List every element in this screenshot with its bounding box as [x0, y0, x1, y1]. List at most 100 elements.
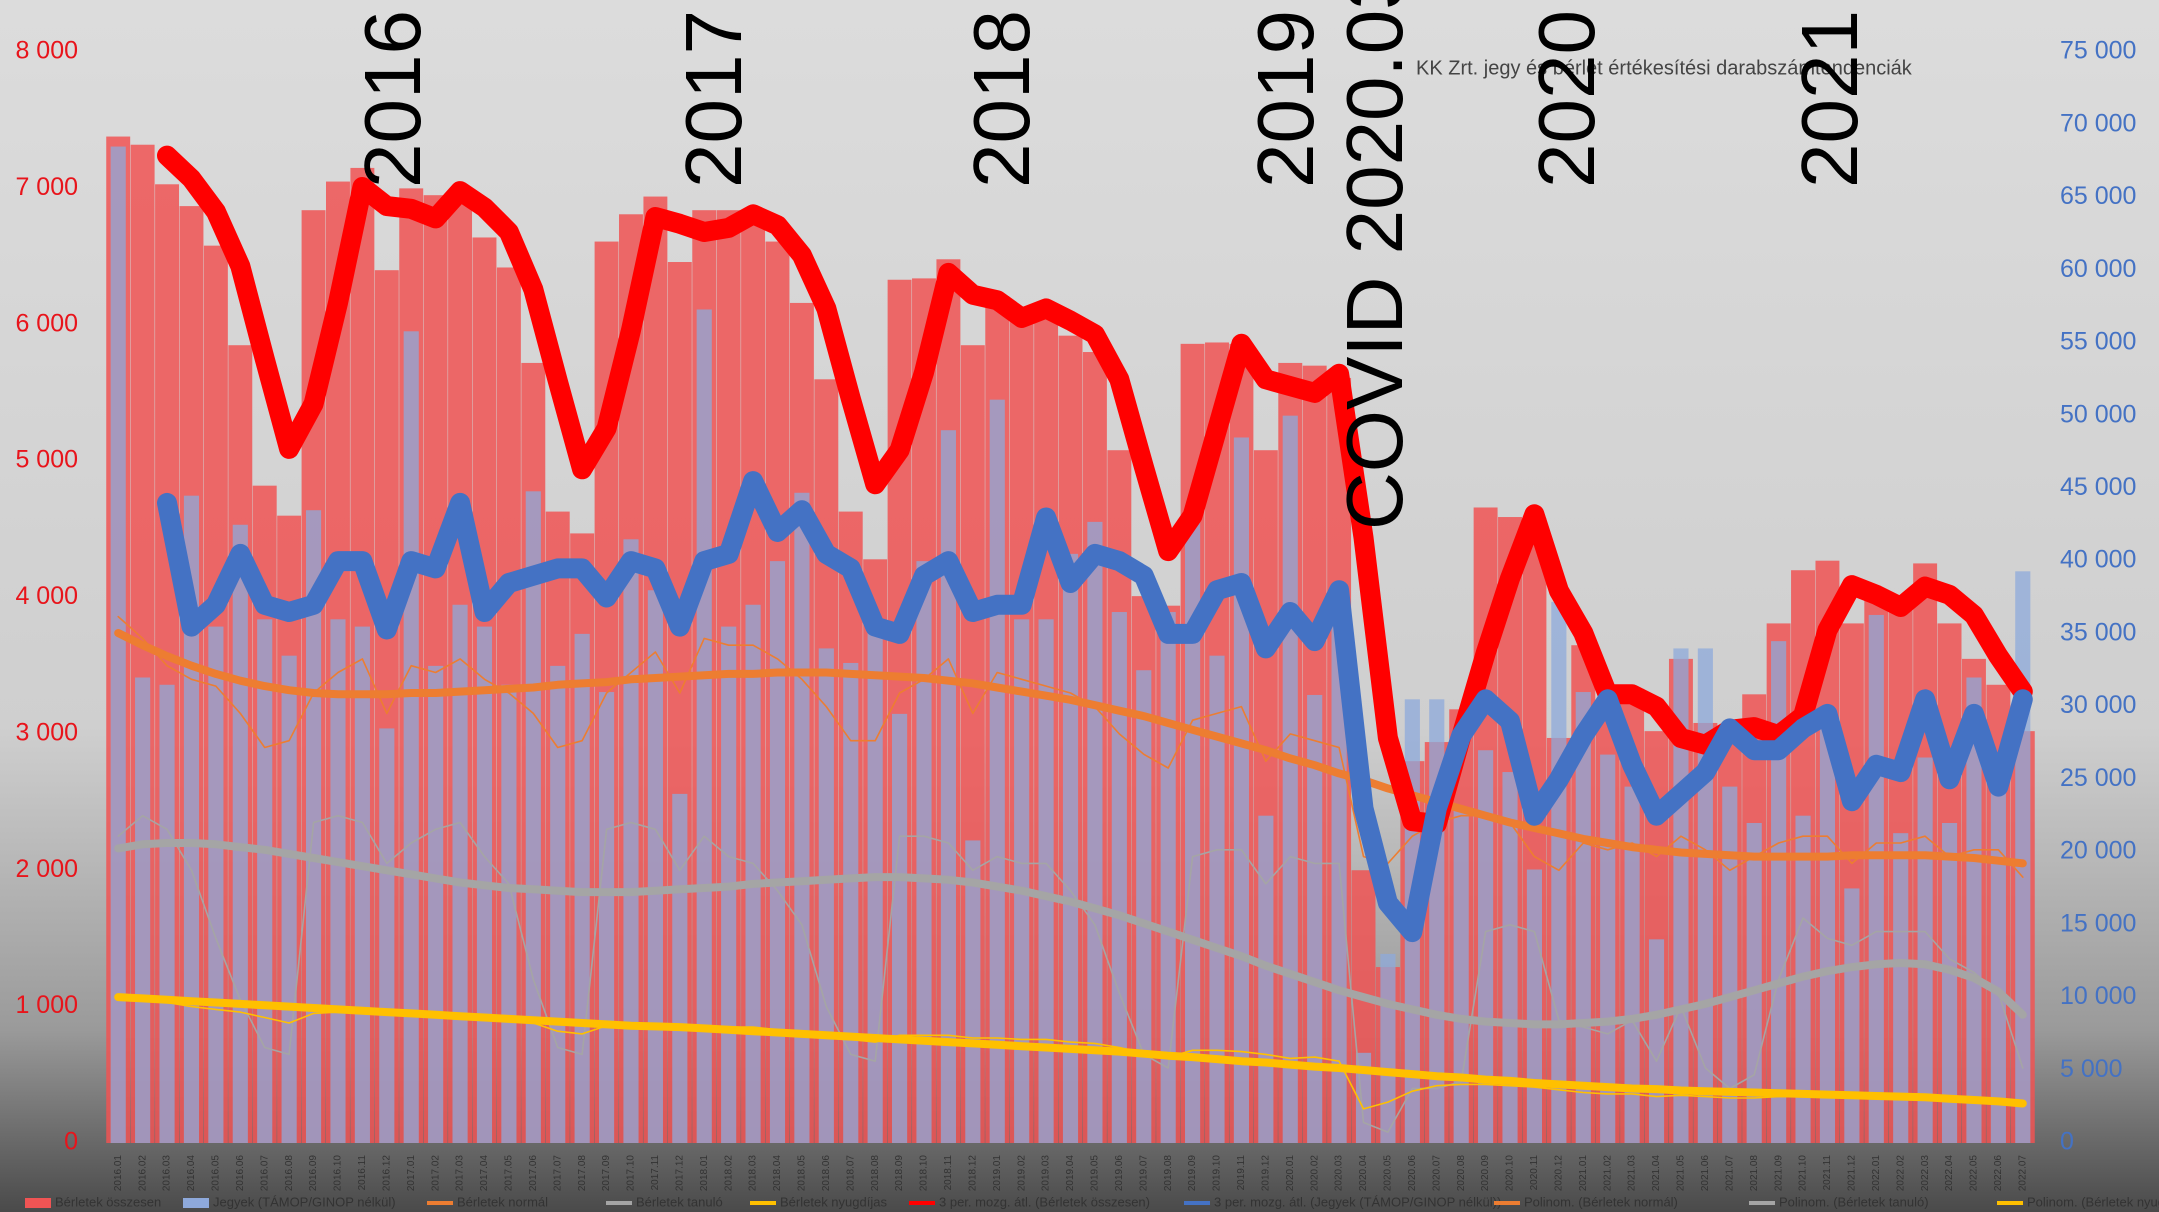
- bar: [1918, 758, 1933, 1143]
- x-tick-label: 2020.12: [1553, 1155, 1564, 1192]
- bar: [1844, 888, 1859, 1143]
- x-tick-label: 2016.06: [235, 1155, 246, 1192]
- bar: [623, 539, 638, 1143]
- x-tick-label: 2020.03: [1334, 1155, 1345, 1192]
- x-tick-label: 2020.04: [1358, 1155, 1369, 1192]
- bar: [379, 728, 394, 1143]
- legend-label: Bérletek nyugdíjas: [780, 1194, 887, 1209]
- bar: [1136, 670, 1151, 1143]
- bar: [1112, 612, 1127, 1143]
- x-tick-label: 2019.07: [1138, 1155, 1149, 1192]
- y-tick-label: 8 000: [15, 37, 78, 65]
- legend-swatch: [25, 1198, 51, 1208]
- x-tick-label: 2022.07: [2017, 1155, 2028, 1192]
- x-tick-label: 2019.09: [1187, 1155, 1198, 1192]
- x-tick-label: 2019.03: [1041, 1155, 1052, 1192]
- legend-label: Bérletek összesen: [55, 1194, 161, 1209]
- y2-tick-label: 50 000: [2060, 400, 2136, 428]
- legend-label: Polinom. (Bérletek tanuló): [1779, 1194, 1929, 1209]
- x-tick-label: 2016.10: [333, 1155, 344, 1192]
- bar: [1185, 506, 1200, 1143]
- legend-label: 3 per. mozg. átl. (Jegyek (TÁMOP/GINOP n…: [1214, 1194, 1501, 1209]
- y2-tick-label: 55 000: [2060, 328, 2136, 356]
- y2-tick-label: 65 000: [2060, 182, 2136, 210]
- x-tick-label: 2017.06: [528, 1155, 539, 1192]
- x-tick-label: 2022.02: [1895, 1155, 1906, 1192]
- x-tick-label: 2016.05: [211, 1155, 222, 1192]
- y2-tick-label: 10 000: [2060, 982, 2136, 1010]
- annotation: 2018: [957, 10, 1046, 188]
- y2-tick-label: 25 000: [2060, 764, 2136, 792]
- bar: [819, 648, 834, 1143]
- x-tick-label: 2019.05: [1090, 1155, 1101, 1192]
- x-tick-label: 2018.09: [894, 1155, 905, 1192]
- x-tick-label: 2018.05: [797, 1155, 808, 1192]
- x-tick-label: 2018.01: [699, 1155, 710, 1192]
- x-tick-label: 2020.06: [1407, 1155, 1418, 1192]
- x-tick-label: 2018.02: [723, 1155, 734, 1192]
- x-tick-label: 2017.04: [479, 1155, 490, 1192]
- x-tick-label: 2021.01: [1578, 1155, 1589, 1192]
- bar: [599, 692, 614, 1143]
- bar: [868, 627, 883, 1143]
- x-tick-label: 2021.08: [1749, 1155, 1760, 1192]
- bar: [672, 794, 687, 1143]
- x-tick-label: 2021.04: [1651, 1155, 1662, 1192]
- bar: [233, 525, 248, 1143]
- x-tick-label: 2020.01: [1285, 1155, 1296, 1192]
- x-tick-label: 2016.07: [259, 1155, 270, 1192]
- legend-label: Bérletek tanuló: [636, 1194, 723, 1209]
- x-tick-label: 2018.12: [967, 1155, 978, 1192]
- x-tick-label: 2016.02: [137, 1155, 148, 1192]
- x-tick-label: 2021.03: [1627, 1155, 1638, 1192]
- x-tick-label: 2021.09: [1773, 1155, 1784, 1192]
- y-tick-label: 0: [64, 1128, 78, 1156]
- bar: [1551, 602, 1566, 1143]
- x-tick-label: 2022.03: [1920, 1155, 1931, 1192]
- x-tick-label: 2020.02: [1309, 1155, 1320, 1192]
- legend-label: Bérletek normál: [457, 1194, 548, 1209]
- x-tick-label: 2022.06: [1993, 1155, 2004, 1192]
- bar: [550, 666, 565, 1143]
- bar: [2015, 571, 2030, 1143]
- chart: KK Zrt. jegy és bérlet értékesítési dara…: [0, 0, 2159, 1212]
- x-tick-label: 2017.10: [626, 1155, 637, 1192]
- x-tick-label: 2021.05: [1676, 1155, 1687, 1192]
- x-tick-label: 2020.10: [1505, 1155, 1516, 1192]
- x-tick-label: 2019.06: [1114, 1155, 1125, 1192]
- x-tick-label: 2020.11: [1529, 1155, 1540, 1191]
- bar: [794, 493, 809, 1143]
- bar: [428, 666, 443, 1143]
- y-tick-label: 7 000: [15, 173, 78, 201]
- annotation: 2019: [1241, 10, 1330, 188]
- x-tick-label: 2022.04: [1944, 1155, 1955, 1192]
- bar: [1454, 808, 1469, 1143]
- bar: [257, 619, 272, 1143]
- bar: [1820, 721, 1835, 1143]
- bar: [452, 605, 467, 1143]
- bar: [746, 605, 761, 1143]
- y-tick-label: 4 000: [15, 582, 78, 610]
- annotation: 2016: [348, 10, 437, 188]
- y2-tick-label: 20 000: [2060, 837, 2136, 865]
- x-tick-label: 2018.11: [943, 1155, 954, 1191]
- x-tick-label: 2016.09: [308, 1155, 319, 1192]
- x-tick-label: 2016.12: [381, 1155, 392, 1192]
- bar: [1209, 656, 1224, 1143]
- y2-tick-label: 0: [2060, 1128, 2074, 1156]
- x-tick-label: 2021.07: [1724, 1155, 1735, 1192]
- x-tick-label: 2017.05: [504, 1155, 515, 1192]
- legend-label: Jegyek (TÁMOP/GINOP nélkül): [213, 1194, 396, 1209]
- annotation: 2020: [1522, 10, 1611, 188]
- x-tick-label: 2022.05: [1969, 1155, 1980, 1192]
- x-tick-label: 2019.10: [1212, 1155, 1223, 1192]
- bar: [770, 561, 785, 1143]
- annotation: COVID 2020.03: [1330, 0, 1419, 530]
- x-tick-label: 2018.10: [919, 1155, 930, 1192]
- bar: [526, 491, 541, 1143]
- x-tick-label: 2016.01: [113, 1155, 124, 1192]
- y-tick-label: 3 000: [15, 718, 78, 746]
- x-tick-label: 2017.08: [577, 1155, 588, 1192]
- x-tick-label: 2020.08: [1456, 1155, 1467, 1192]
- bar: [1869, 615, 1884, 1143]
